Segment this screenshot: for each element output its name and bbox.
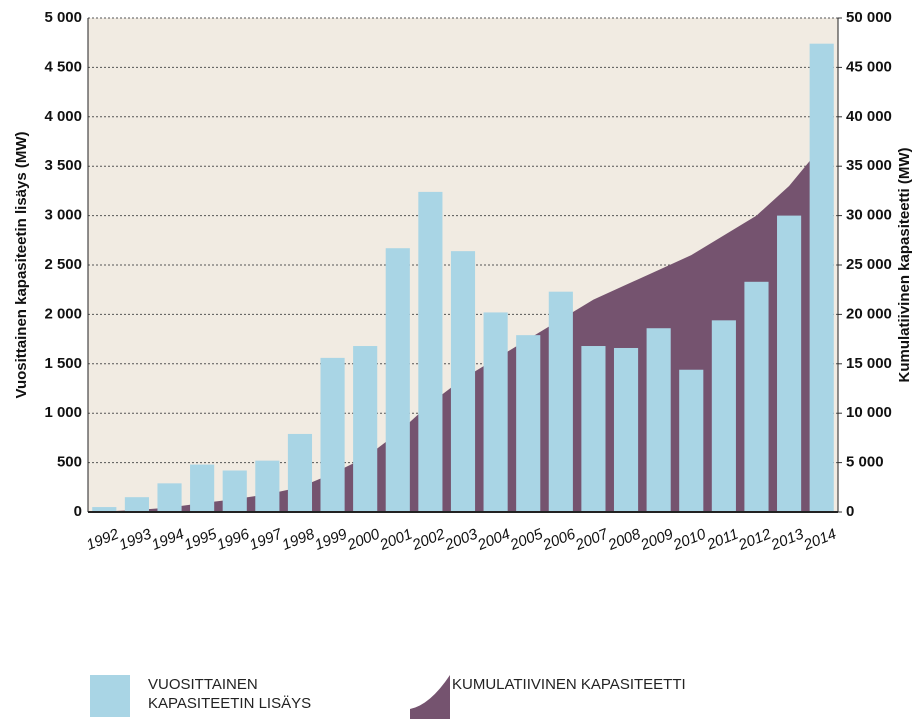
y-tick-label: 500 <box>57 454 82 471</box>
x-tick-label: 1994 <box>149 526 186 554</box>
legend-label: VUOSITTAINEN KAPASITEETIN LISÄYS <box>148 676 312 712</box>
bar <box>385 248 410 513</box>
bar <box>581 346 606 512</box>
bar <box>613 347 639 512</box>
y-tick-label: 1 000 <box>44 404 82 421</box>
x-tick-label: 2002 <box>409 525 448 554</box>
x-tick-label: 2004 <box>474 526 512 555</box>
y2-tick-label: 40 000 <box>846 108 892 125</box>
bar <box>711 320 736 512</box>
x-tick-label: 2007 <box>572 525 611 554</box>
y-tick-label: 2 500 <box>44 256 82 273</box>
x-tick-label: 2001 <box>377 526 415 555</box>
legend-swatch <box>90 675 130 717</box>
y2-tick-label: 15 000 <box>846 355 892 372</box>
y-tick-label: 2 000 <box>44 305 82 322</box>
x-tick-label: 2003 <box>442 525 481 554</box>
bar <box>190 464 215 512</box>
bar <box>418 191 443 512</box>
x-tick-label: 2012 <box>735 525 774 554</box>
x-tick-label: 2009 <box>637 525 676 554</box>
y2-tick-label: 35 000 <box>846 157 892 174</box>
x-tick-label: 2010 <box>670 525 709 554</box>
bar <box>809 43 834 513</box>
y-tick-label: 3 000 <box>44 207 82 224</box>
bar <box>744 281 769 512</box>
bar <box>92 507 117 512</box>
x-tick-label: 2006 <box>540 525 579 554</box>
y2-tick-label: 50 000 <box>846 9 892 26</box>
legend-label: KUMULATIIVINEN KAPASITEETTI <box>452 676 686 693</box>
y2-tick-label: 45 000 <box>846 58 892 75</box>
x-tick-label: 2013 <box>768 525 807 554</box>
y-tick-label: 5 000 <box>44 9 82 26</box>
bar <box>483 312 508 512</box>
bar <box>516 335 541 512</box>
x-tick-label: 2011 <box>704 526 741 554</box>
x-tick-label: 2000 <box>344 525 383 554</box>
y-tick-label: 4 500 <box>44 58 82 75</box>
y-tick-label: 1 500 <box>44 355 82 372</box>
x-tick-label: 2005 <box>507 525 546 554</box>
y2-tick-label: 10 000 <box>846 404 892 421</box>
bar <box>320 357 345 512</box>
bar <box>548 291 573 512</box>
bar <box>124 497 149 512</box>
y-tick-label: 4 000 <box>44 108 82 125</box>
y2-tick-label: 5 000 <box>846 454 884 471</box>
bar <box>679 369 704 512</box>
x-tick-label: 2008 <box>605 525 644 554</box>
legend-swatch <box>410 675 450 719</box>
y-tick-label: 3 500 <box>44 157 82 174</box>
bar <box>287 433 313 512</box>
x-tick-label: 2014 <box>800 526 838 555</box>
bar <box>222 470 247 512</box>
y-axis-label: Vuosittainen kapasiteetin lisäys (MW) <box>13 131 30 398</box>
y2-axis-label: Kumulatiivinen kapasiteetti (MW) <box>896 147 913 382</box>
bar <box>777 215 802 512</box>
area <box>104 146 822 512</box>
bar <box>255 460 280 512</box>
y-tick-label: 0 <box>74 503 82 520</box>
bar <box>157 483 182 512</box>
bar <box>646 328 671 512</box>
bar <box>450 251 476 512</box>
y2-tick-label: 25 000 <box>846 256 892 273</box>
y2-tick-label: 30 000 <box>846 207 892 224</box>
bar <box>353 346 378 512</box>
y2-tick-label: 0 <box>846 503 854 520</box>
y2-tick-label: 20 000 <box>846 305 892 322</box>
